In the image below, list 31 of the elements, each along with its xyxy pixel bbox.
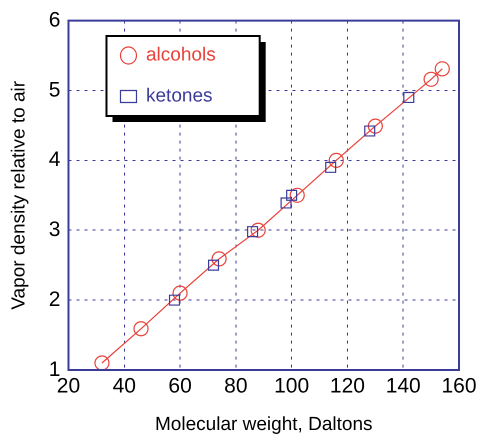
- x-tick-label: 160: [441, 374, 477, 398]
- y-tick-label: 4: [48, 148, 61, 172]
- point: [172, 286, 188, 301]
- x-axis-title: Molecular weight, Daltons: [154, 414, 373, 435]
- point: [325, 162, 336, 173]
- x-tick-label: 120: [330, 374, 365, 398]
- y-axis-title: Vapor density relative to air: [8, 80, 30, 310]
- legend-label: ketones: [146, 86, 213, 107]
- point: [280, 197, 292, 209]
- y-tick-label: 3: [48, 218, 60, 242]
- y-tick-label: 5: [48, 78, 60, 102]
- x-tick-label: 140: [386, 374, 421, 398]
- point: [168, 294, 180, 306]
- point: [250, 222, 266, 238]
- point: [434, 61, 450, 76]
- point: [368, 118, 383, 134]
- x-tick-label: 100: [274, 374, 310, 398]
- point: [133, 321, 149, 336]
- x-tick-label: 80: [224, 374, 248, 398]
- point: [328, 152, 344, 168]
- point: [403, 92, 414, 104]
- point: [212, 251, 227, 266]
- point: [208, 260, 220, 271]
- y-tick-label: 6: [48, 8, 60, 32]
- point: [290, 188, 305, 203]
- x-tick-label: 40: [112, 374, 136, 398]
- x-tick-label: 60: [168, 374, 192, 398]
- legend-label: alcohols: [146, 44, 216, 66]
- point: [94, 355, 110, 370]
- y-tick-label: 2: [48, 288, 60, 311]
- point: [424, 72, 439, 87]
